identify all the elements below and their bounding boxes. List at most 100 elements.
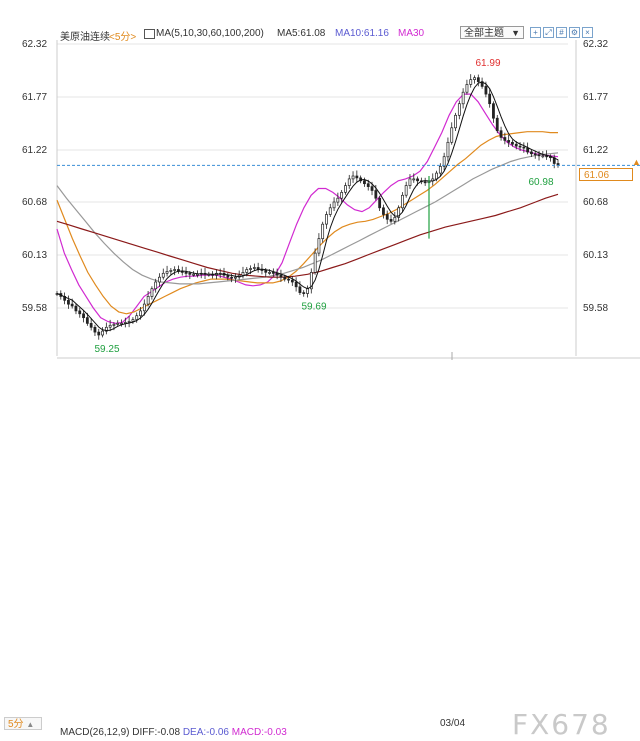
y-tick-right: 62.32 [583, 39, 609, 50]
ma10-value: MA10:61.16 [335, 28, 389, 39]
candle-body [131, 319, 135, 322]
macd-value: MACD:-0.03 [231, 727, 287, 738]
ma-params[interactable]: MA(5,10,30,60,100,200) [156, 28, 264, 39]
instrument-name: 美原油连续 [60, 32, 110, 43]
candle-body [389, 219, 393, 222]
candle-body [169, 270, 173, 272]
period-selector[interactable]: 5分 ▲ [4, 717, 42, 730]
candle-body [146, 296, 150, 305]
candle-body [279, 274, 283, 278]
price-annotation: 61.99 [475, 58, 500, 69]
candle-body [298, 286, 302, 293]
candle-body [355, 175, 359, 179]
candle-body [287, 278, 290, 281]
candle-body [336, 197, 340, 203]
candle-body [382, 207, 385, 215]
candle-body [275, 272, 279, 276]
candle-body [82, 313, 85, 319]
y-tick-left: 60.13 [22, 250, 48, 261]
candle-body [97, 331, 101, 336]
candle-body [454, 114, 457, 129]
candle-body [522, 146, 526, 149]
candle-body [104, 326, 108, 332]
candle-body [530, 151, 533, 155]
candle-body [150, 288, 154, 297]
y-tick-right: 60.13 [583, 250, 609, 261]
candle-body [537, 154, 541, 157]
period-selector-label: 5分 [8, 719, 24, 730]
candle-body [139, 310, 142, 317]
candle-body [541, 155, 545, 158]
current-price-tag: 61.06 [579, 168, 633, 181]
candle-body [492, 103, 495, 119]
macd-dea: DEA:-0.06 [182, 727, 229, 738]
candle-body [435, 172, 438, 180]
candle-body [469, 79, 473, 85]
candle-body [385, 214, 389, 220]
candle-body [408, 178, 412, 186]
y-tick-right: 59.58 [583, 303, 609, 314]
candle-body [317, 238, 321, 254]
candle-body [245, 269, 249, 273]
price-annotation: 59.69 [301, 301, 326, 312]
candle-body [457, 103, 461, 116]
candle-body [264, 270, 268, 273]
candle-body [446, 141, 450, 158]
ma-line-ma60 [56, 152, 559, 285]
candle-body [70, 303, 74, 307]
candle-body [393, 217, 397, 222]
candle-body [165, 271, 169, 274]
candle-body [283, 276, 287, 280]
candle-body [67, 299, 70, 305]
y-tick-left: 62.32 [22, 39, 48, 50]
candle-body [423, 181, 427, 184]
candle-body [230, 276, 234, 279]
candle-body [78, 310, 82, 315]
candle-body [366, 183, 370, 187]
close-icon[interactable]: × [582, 27, 593, 38]
ma-indicator-icon[interactable] [144, 29, 155, 39]
y-tick-right: 61.77 [583, 92, 609, 103]
candle-body [401, 194, 404, 209]
candle-body [533, 153, 537, 156]
candle-body [101, 330, 104, 336]
candle-body [514, 143, 518, 147]
candle-body [161, 272, 165, 278]
grid-icon[interactable]: # [556, 27, 567, 38]
candle-body [302, 292, 306, 294]
candle-body [416, 178, 419, 182]
settings-icon[interactable]: ⚙ [569, 27, 580, 38]
candle-body [142, 303, 146, 312]
macd-diff: DIFF:-0.08 [132, 727, 181, 738]
indicator-bar: 5分 ▲ 03/04 MACD(26,12,9) DIFF:-0.08 DEA:… [0, 358, 640, 741]
candle-body [158, 276, 161, 283]
candle-body [241, 272, 245, 276]
macd-params: MACD(26,12,9) [60, 727, 130, 738]
candle-body [488, 93, 492, 105]
candle-body [271, 272, 275, 274]
x-date-label: 03/04 [440, 718, 466, 729]
candle-body [306, 288, 309, 294]
candle-body [404, 185, 408, 196]
expand-icon[interactable]: ⤢ [543, 27, 554, 38]
candle-body [89, 323, 93, 328]
candle-body [85, 317, 89, 324]
macd-readout: MACD(26,12,9) DIFF:-0.08 DEA:-0.06 MACD:… [60, 727, 287, 738]
candle-body [328, 207, 332, 215]
candle-body [503, 137, 507, 141]
candle-body [234, 276, 237, 279]
theme-select[interactable]: 全部主题 ▼ [460, 26, 524, 39]
candle-body [442, 156, 446, 167]
period-tag[interactable]: <5分> [109, 32, 137, 43]
candle-body [465, 84, 469, 93]
crosshair-icon[interactable]: + [530, 27, 541, 38]
y-tick-left: 59.58 [22, 303, 48, 314]
candle-body [196, 273, 199, 276]
candle-body [507, 140, 511, 143]
candle-body [495, 117, 499, 132]
candle-body [363, 180, 366, 185]
candle-body [484, 86, 488, 95]
theme-select-label: 全部主题 [464, 28, 504, 39]
ma-line-ma5 [56, 81, 559, 332]
candle-body [74, 305, 78, 312]
